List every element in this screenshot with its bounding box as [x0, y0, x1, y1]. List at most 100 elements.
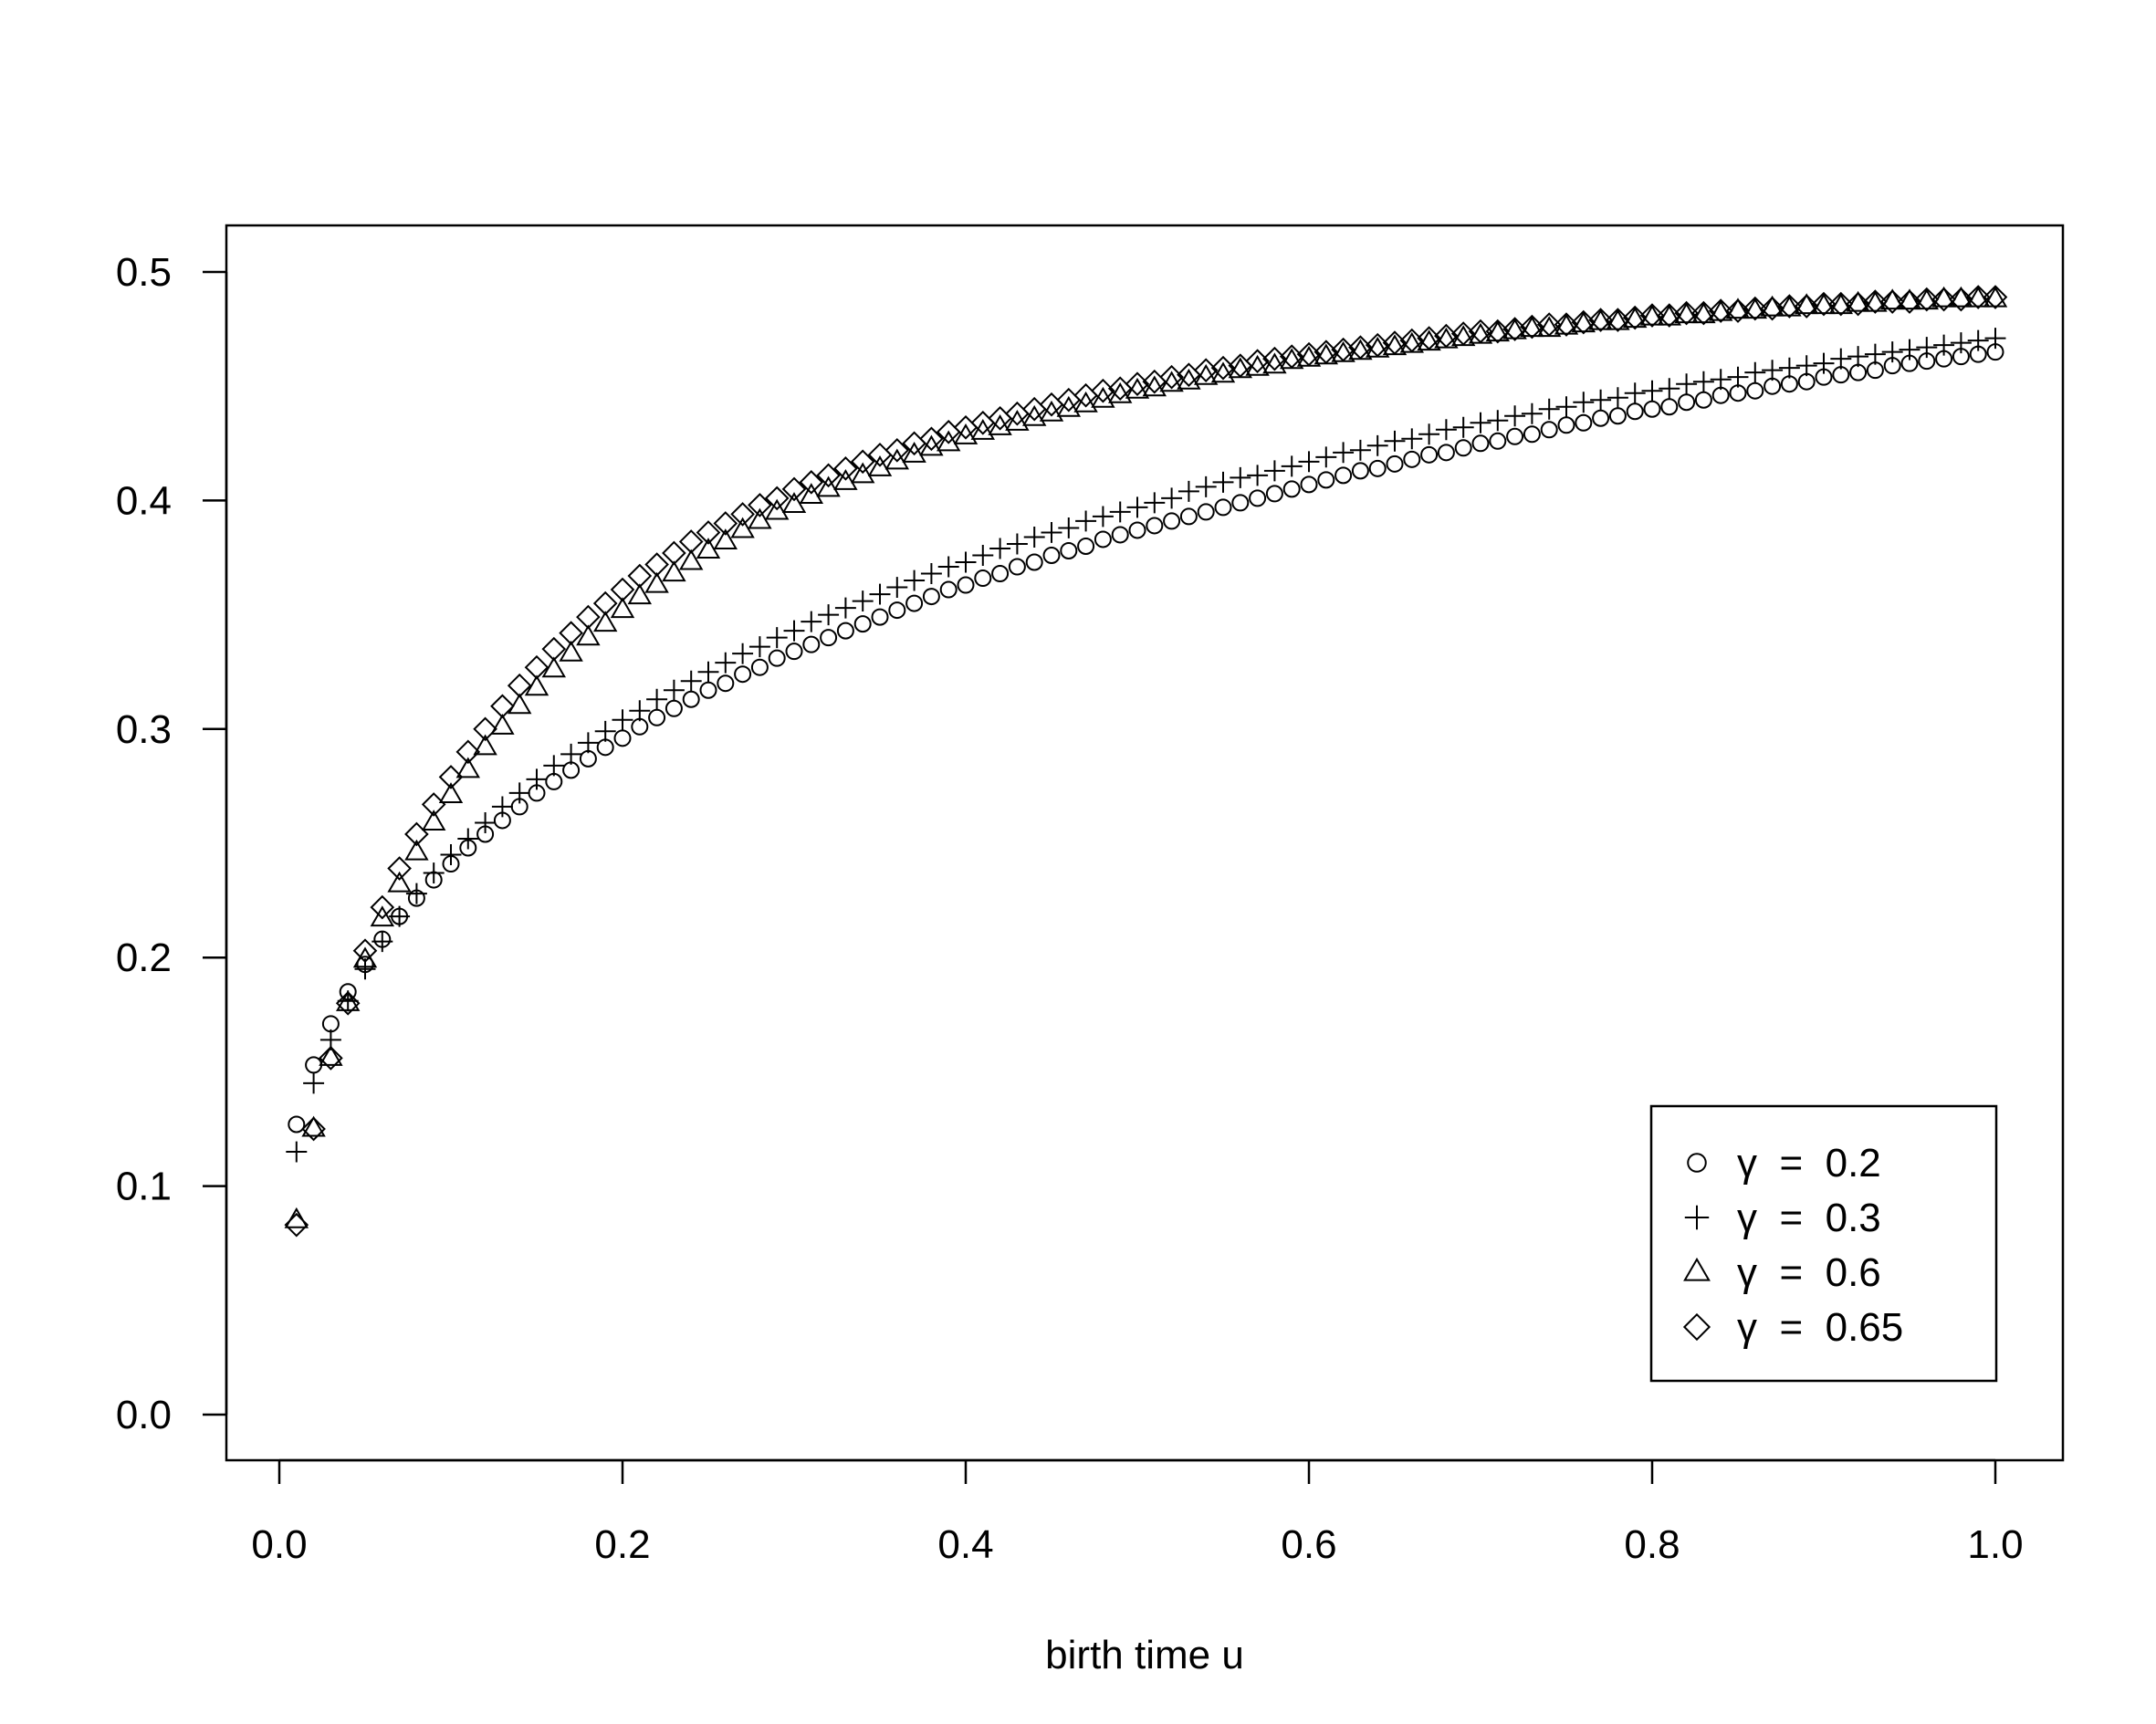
data-point-circle: [665, 699, 683, 717]
data-point-plus: [697, 661, 719, 683]
data-point-diamond: [1811, 291, 1837, 317]
data-point-plus: [1041, 521, 1062, 543]
data-point-plus: [1315, 446, 1337, 468]
data-point-circle: [1386, 455, 1404, 473]
data-point-triangle: [507, 693, 532, 715]
data-point-diamond: [592, 590, 618, 616]
data-point-circle: [1128, 521, 1146, 539]
data-point-plus: [766, 627, 788, 649]
data-point-triangle: [953, 423, 979, 444]
data-point-circle: [750, 658, 769, 676]
data-point-plus: [577, 732, 599, 754]
data-point-triangle: [490, 713, 515, 735]
data-point-triangle: [370, 905, 395, 927]
y-tick-label: 0.3: [116, 707, 172, 752]
data-point-triangle: [816, 475, 841, 497]
data-point-circle: [1660, 398, 1679, 416]
data-point-plus: [1590, 389, 1612, 411]
data-point-circle: [1523, 425, 1541, 444]
data-point-diamond: [1983, 285, 2008, 309]
data-point-plus: [594, 720, 616, 742]
data-point-plus: [491, 796, 513, 818]
data-point-circle: [836, 622, 854, 640]
data-point-plus: [1006, 533, 1028, 555]
data-point-plus: [1555, 396, 1577, 418]
data-point-plus: [1762, 360, 1784, 381]
data-point-circle: [802, 635, 821, 653]
data-point-triangle: [352, 946, 378, 968]
data-point-plus: [1573, 392, 1595, 413]
data-point-circle: [1334, 466, 1353, 485]
data-point-diamond: [1639, 303, 1665, 328]
data-point-plus: [1126, 496, 1148, 518]
data-point-plus: [1247, 465, 1269, 486]
data-point-plus: [303, 1072, 325, 1094]
data-point-circle: [957, 576, 975, 594]
data-point-plus: [1487, 410, 1509, 432]
data-point-diamond: [730, 502, 755, 527]
data-point-circle: [1471, 434, 1490, 453]
data-point-plus: [1470, 412, 1491, 434]
data-point-diamond: [490, 694, 515, 719]
data-point-circle: [1146, 517, 1164, 535]
data-point-diamond: [473, 716, 497, 742]
data-point-plus: [1813, 352, 1835, 374]
data-point-plus: [423, 862, 445, 884]
data-point-circle: [768, 649, 786, 667]
data-point-plus: [886, 577, 908, 599]
data-point-circle: [1042, 546, 1061, 564]
data-point-plus: [748, 636, 770, 658]
data-point-plus: [526, 768, 548, 790]
data-point-diamond: [1536, 312, 1562, 337]
data-point-triangle: [696, 538, 721, 559]
x-axis: 0.0 0.2 0.4 0.6 0.8 1.0: [251, 1458, 2024, 1567]
data-point-circle: [820, 629, 838, 647]
data-point-triangle: [662, 560, 686, 582]
data-point-triangle: [730, 517, 755, 538]
data-point-diamond: [1674, 300, 1699, 326]
data-point-plus: [1607, 387, 1628, 409]
data-point-triangle: [764, 498, 790, 520]
data-point-plus: [1676, 373, 1698, 395]
legend-label: γ = 0.65: [1737, 1305, 1903, 1350]
data-point-diamond: [713, 511, 738, 536]
data-point-diamond: [541, 636, 567, 662]
data-point-diamond: [1468, 319, 1493, 344]
data-point-circle: [682, 690, 700, 708]
data-point-plus: [612, 709, 633, 731]
data-point-circle: [1094, 530, 1112, 549]
data-point-plus: [1967, 329, 1989, 351]
data-point-plus: [372, 931, 393, 953]
legend-box: [1649, 1104, 1998, 1383]
data-point-circle: [1626, 402, 1644, 421]
data-point-plus: [1950, 332, 1972, 354]
data-point-plus: [1624, 382, 1646, 404]
data-point-plus: [389, 905, 411, 927]
data-point-circle: [1420, 445, 1439, 464]
data-point-plus: [457, 828, 479, 850]
legend-label: γ = 0.2: [1737, 1141, 1881, 1186]
data-point-plus: [1230, 466, 1251, 488]
data-point-plus: [904, 569, 926, 591]
data-point-plus: [1538, 398, 1560, 420]
data-point-diamond: [1931, 287, 1956, 312]
data-point-diamond: [319, 1046, 343, 1071]
data-point-diamond: [662, 540, 686, 566]
data-point-circle: [1265, 485, 1283, 503]
data-point-triangle: [576, 624, 601, 646]
data-point-plus: [732, 643, 754, 664]
data-point-plus: [1418, 423, 1440, 445]
data-point-circle: [871, 608, 889, 626]
data-point-plus: [1333, 442, 1355, 464]
data-point-circle: [1694, 391, 1712, 409]
data-point-triangle: [1073, 391, 1098, 413]
data-point-circle: [1540, 421, 1558, 439]
data-point-circle: [1746, 381, 1764, 400]
data-point-triangle: [404, 839, 429, 861]
data-point-diamond: [1879, 289, 1905, 314]
data-point-circle: [717, 674, 735, 693]
data-point-plus: [1401, 428, 1423, 450]
data-point-diamond: [1743, 296, 1768, 321]
data-point-circle: [1300, 475, 1318, 494]
data-point-plus: [1659, 378, 1680, 400]
